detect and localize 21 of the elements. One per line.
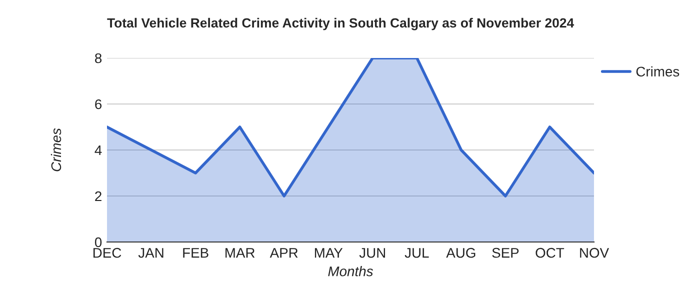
x-tick-label: MAR bbox=[226, 248, 255, 258]
x-tick-label: JUL bbox=[404, 248, 429, 258]
x-tick-label: NOV bbox=[580, 248, 609, 258]
y-tick-label: 0 bbox=[94, 237, 102, 248]
x-tick-label: OCT bbox=[536, 248, 564, 258]
legend-label: Crimes bbox=[636, 66, 680, 77]
chart-title: Total Vehicle Related Crime Activity in South Calgary as of November 2024 bbox=[107, 18, 574, 30]
y-tick-label: 2 bbox=[95, 191, 102, 202]
x-tick-label: MAY bbox=[314, 248, 343, 258]
y-tick-label: 6 bbox=[95, 99, 102, 110]
x-tick-label: APR bbox=[270, 248, 298, 258]
x-axis-title: Months bbox=[328, 266, 373, 276]
y-tick-label: 4 bbox=[94, 145, 102, 156]
x-tick-label: FEB bbox=[183, 248, 208, 258]
x-tick-label: SEP bbox=[492, 248, 519, 258]
x-tick-label: AUG bbox=[446, 248, 476, 258]
x-tick-label: JAN bbox=[138, 248, 164, 258]
x-tick-label: DEC bbox=[93, 248, 122, 258]
y-axis-title: Crimes bbox=[50, 128, 62, 172]
x-tick-label: JUN bbox=[359, 248, 386, 258]
y-tick-label: 8 bbox=[95, 53, 102, 64]
